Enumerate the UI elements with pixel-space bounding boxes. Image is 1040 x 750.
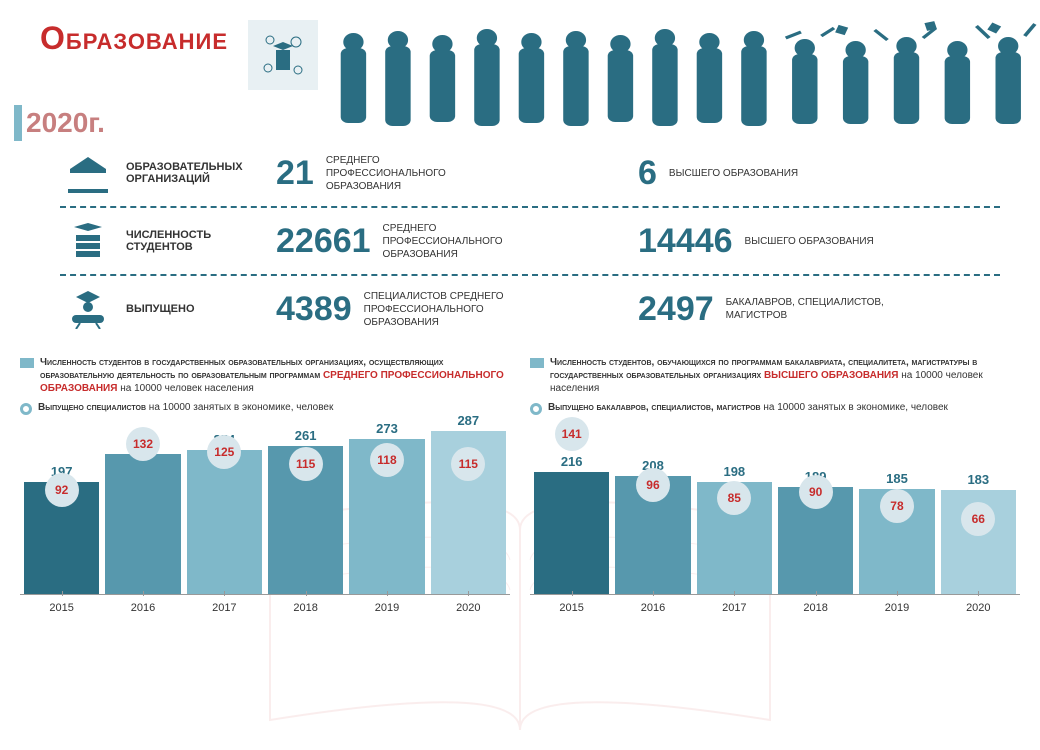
stat-number: 22661	[276, 222, 371, 261]
bar-column: 261115	[268, 446, 343, 594]
bar-column: 254125	[187, 450, 262, 594]
bubble-value: 92	[45, 473, 79, 507]
stat-row-organizations: образовательных организаций 21 среднего …	[60, 140, 1000, 208]
bar-value-label: 183	[941, 472, 1016, 487]
stat-row-students: численность студентов 22661 среднего про…	[60, 208, 1000, 276]
stat-desc: специалистов среднего профессионального …	[364, 290, 534, 329]
stats-block: образовательных организаций 21 среднего …	[0, 130, 1040, 342]
bubble-value: 96	[636, 468, 670, 502]
chart-right: Численность студентов, обучающихся по пр…	[530, 356, 1020, 625]
stat-desc: высшего образования	[669, 167, 798, 180]
chart-left: Численность студентов в государственных …	[20, 356, 510, 625]
bubble-value: 85	[717, 481, 751, 515]
x-axis-label: 2018	[778, 595, 853, 614]
page-title: Образование	[40, 20, 228, 57]
x-axis-label: 2015	[24, 595, 99, 614]
stat-label: численность студентов	[116, 229, 276, 253]
bar-value-label: 216	[534, 454, 609, 469]
bar-column: 273118	[349, 439, 424, 594]
legend-bar: Численность студентов, обучающихся по пр…	[530, 356, 1020, 395]
stat-number: 14446	[638, 222, 733, 261]
bubble-value: 66	[961, 502, 995, 536]
stat-desc: среднего профессионального образования	[383, 222, 553, 261]
x-axis-label: 2017	[187, 595, 262, 614]
stat-number: 21	[276, 154, 314, 193]
bar-value-label: 185	[859, 471, 934, 486]
bar-column: 247132	[105, 454, 180, 594]
bar-column: 18990	[778, 487, 853, 594]
x-axis-label: 2015	[534, 595, 609, 614]
bubble-value: 78	[880, 489, 914, 523]
bar-column: 18366	[941, 490, 1016, 594]
bar: 247	[105, 454, 180, 594]
legend-bar: Численность студентов в государственных …	[20, 356, 510, 395]
x-axis-label: 2019	[859, 595, 934, 614]
bar-column: 20896	[615, 476, 690, 594]
stat-row-graduates: выпущено 4389 специалистов среднего проф…	[60, 276, 1000, 342]
stat-number: 4389	[276, 290, 352, 329]
bar-column: 216141	[534, 472, 609, 594]
bar: 216	[534, 472, 609, 594]
bubble-value: 90	[799, 475, 833, 509]
bubble-value: 115	[451, 447, 485, 481]
stat-label: выпущено	[116, 303, 276, 315]
bar-value-label: 287	[431, 413, 506, 428]
people-silhouette	[328, 20, 1040, 130]
x-axis-label: 2020	[431, 595, 506, 614]
x-axis-label: 2017	[697, 595, 772, 614]
education-icon	[248, 20, 318, 90]
bar-column: 287115	[431, 431, 506, 594]
bar-value-label: 273	[349, 421, 424, 436]
bubble-value: 125	[207, 435, 241, 469]
x-axis-label: 2020	[941, 595, 1016, 614]
books-icon	[60, 218, 116, 264]
bubble-value: 132	[126, 427, 160, 461]
stat-number: 2497	[638, 290, 714, 329]
bar-column: 18578	[859, 489, 934, 594]
stat-label: образовательных организаций	[116, 161, 276, 185]
diploma-icon	[60, 286, 116, 332]
legend-bubble: Выпущено бакалавров, специалистов, магис…	[530, 401, 1020, 415]
x-axis-label: 2016	[105, 595, 180, 614]
bubble-value: 115	[289, 447, 323, 481]
building-icon	[60, 150, 116, 196]
bar-value-label: 198	[697, 464, 772, 479]
bar-column: 19792	[24, 482, 99, 594]
stat-desc: среднего профессионального образования	[326, 154, 496, 193]
header: Образование	[0, 0, 1040, 130]
x-axis-label: 2018	[268, 595, 343, 614]
bar-value-label: 261	[268, 428, 343, 443]
x-axis-label: 2019	[349, 595, 424, 614]
year-label: 2020г.	[14, 105, 105, 141]
stat-number: 6	[638, 154, 657, 193]
bubble-value: 118	[370, 443, 404, 477]
stat-desc: высшего образования	[745, 235, 874, 248]
stat-desc: бакалавров, специалистов, магистров	[726, 296, 896, 322]
x-axis-label: 2016	[615, 595, 690, 614]
bubble-value: 141	[555, 417, 589, 451]
bar: 254	[187, 450, 262, 594]
bar-column: 19885	[697, 482, 772, 594]
charts-section: Численность студентов в государственных …	[0, 342, 1040, 625]
